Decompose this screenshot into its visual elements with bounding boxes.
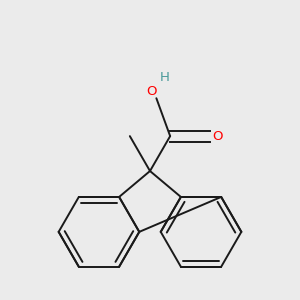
Text: O: O: [146, 85, 156, 98]
Text: H: H: [160, 71, 170, 84]
Text: O: O: [212, 130, 223, 142]
